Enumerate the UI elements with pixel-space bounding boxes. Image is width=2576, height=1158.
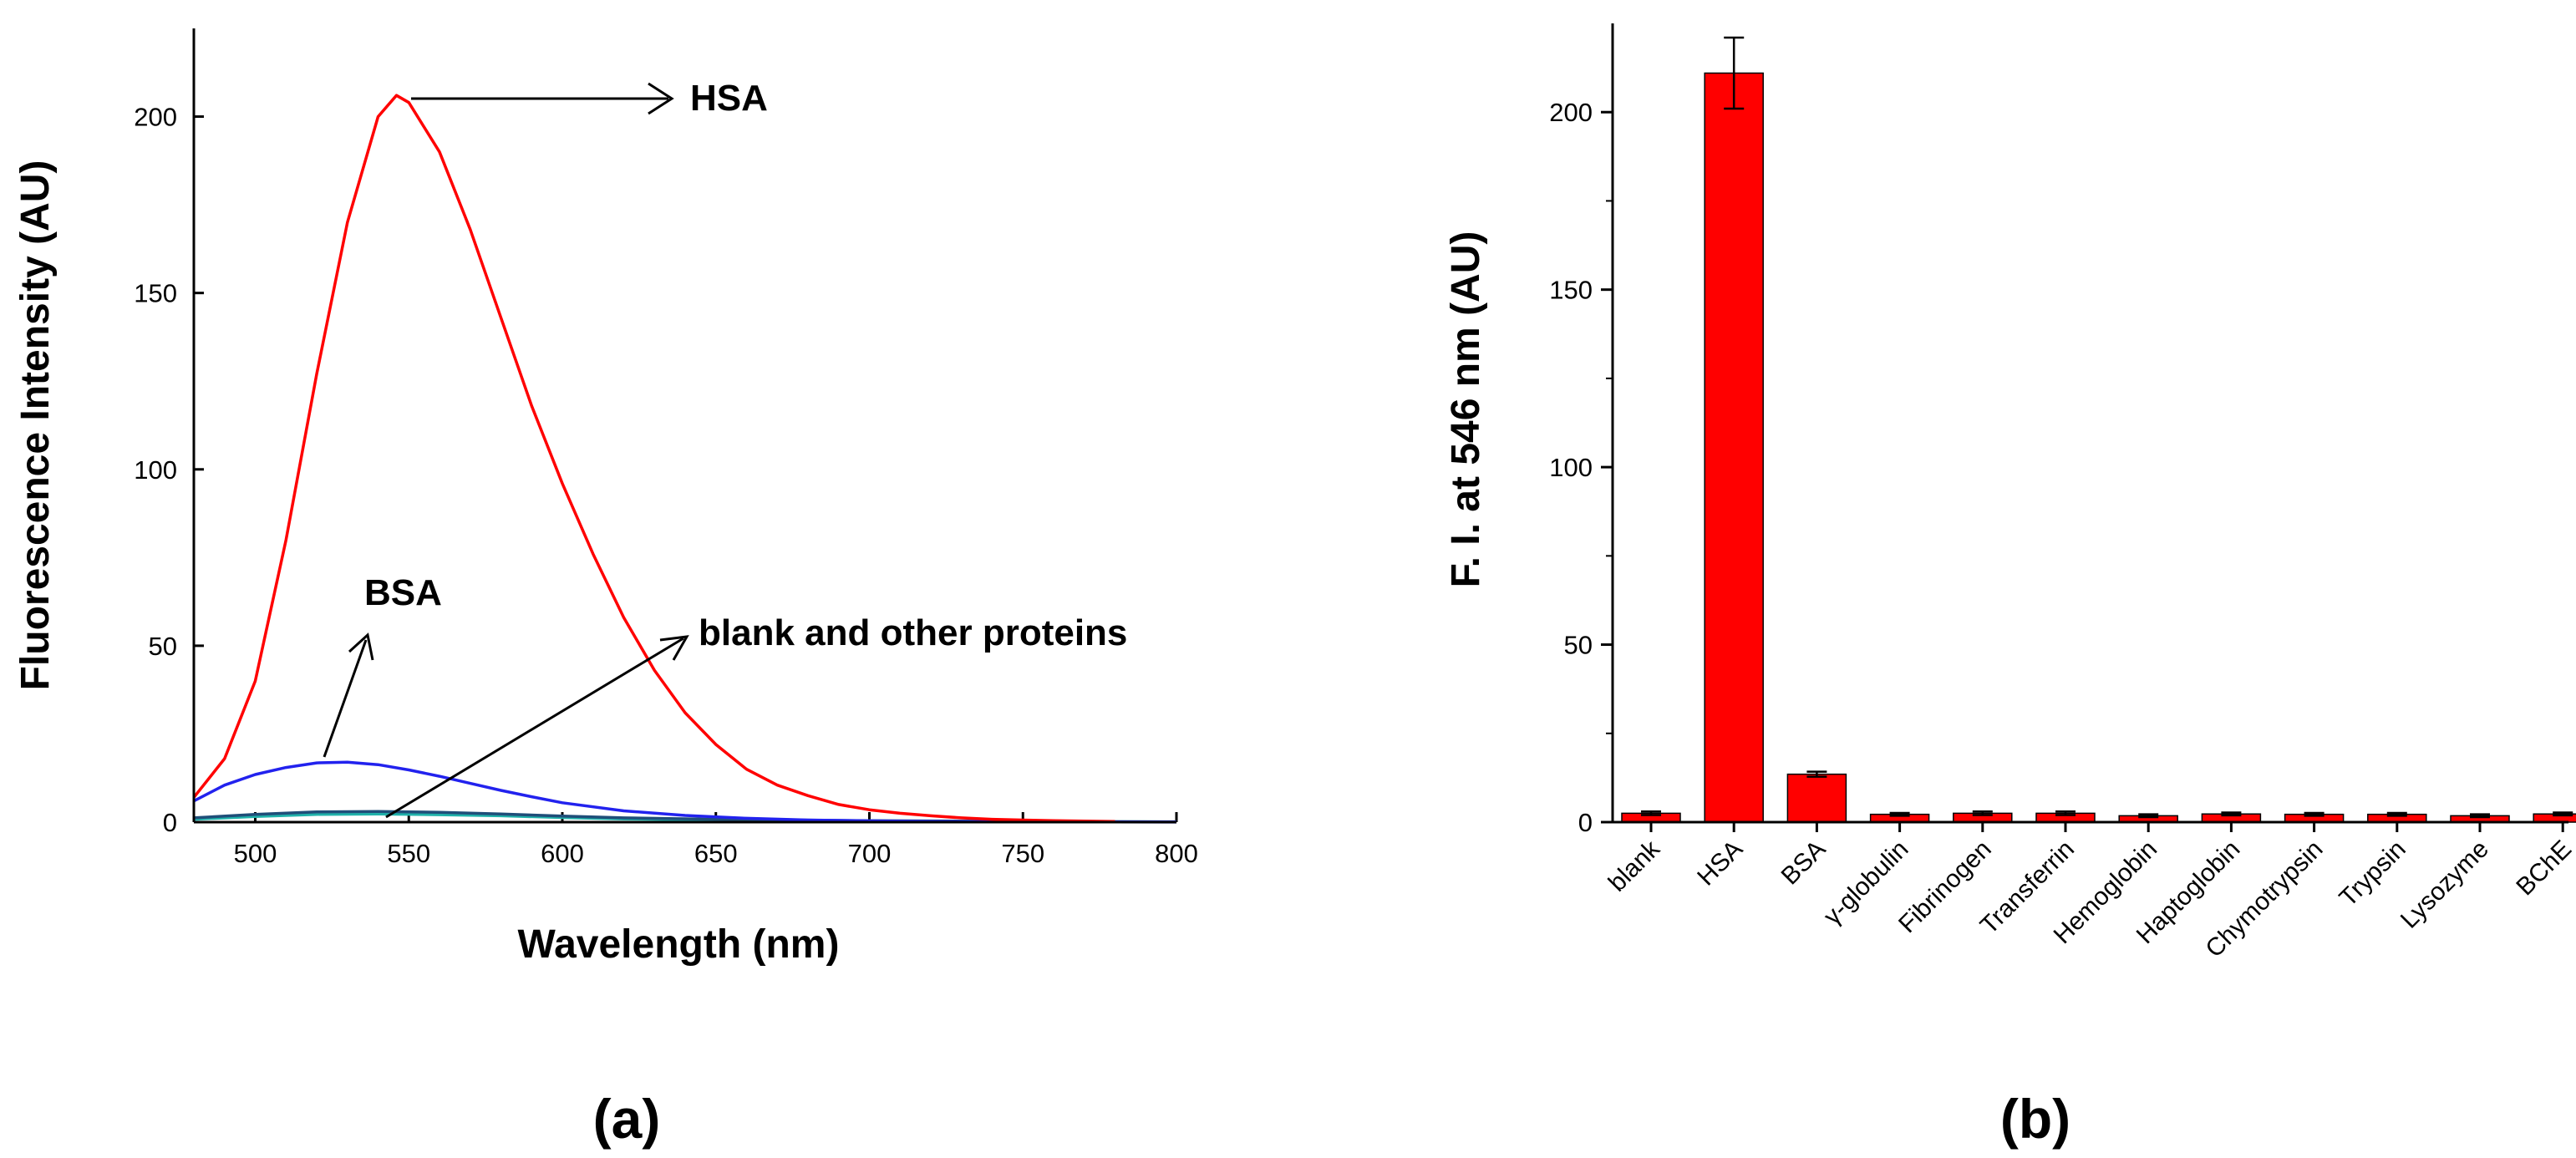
blank-annotation-label: blank and other proteins xyxy=(699,612,1127,653)
panel-b-y-tick-label: 150 xyxy=(1549,276,1593,305)
panel-a-y-tick-label: 50 xyxy=(149,632,177,661)
bar-2 xyxy=(1786,773,1847,823)
panel-b-y-tick-label: 100 xyxy=(1549,453,1593,482)
panel-b-y-tick-label: 0 xyxy=(1578,808,1593,837)
panel-a-x-tick-label: 650 xyxy=(694,839,738,868)
panel-a-x-tick-label: 550 xyxy=(387,839,430,868)
panel-a-annotations xyxy=(323,82,689,819)
category-label: BChE xyxy=(2511,835,2576,902)
panel-a-x-tick-label: 700 xyxy=(848,839,892,868)
panel-a-y-tick-label: 200 xyxy=(134,103,177,132)
panel-a-y-tick-label: 150 xyxy=(134,279,177,308)
hsa-arrowhead xyxy=(648,82,674,115)
panel-b-bars xyxy=(1621,36,2576,823)
category-label: blank xyxy=(1603,835,1666,897)
category-label: BSA xyxy=(1776,835,1832,891)
series-line-hsa xyxy=(192,94,1115,823)
hsa-annotation-label: HSA xyxy=(690,78,768,119)
category-label: Lysozyme xyxy=(2396,835,2494,934)
bsa-arrowhead xyxy=(348,632,374,661)
panel-b-y-axis-title: F. I. at 546 nm (AU) xyxy=(1444,231,1488,588)
panel-a-x-tick-label: 600 xyxy=(541,839,584,868)
blank-arrow xyxy=(385,637,684,819)
panel-a-x-tick-label: 750 xyxy=(1001,839,1044,868)
panel-b-y-tick-label: 200 xyxy=(1549,98,1593,127)
panel-a-ticks: 500 550 600 650 700 750 800 0 50 100 150 200 xyxy=(134,103,1198,868)
bsa-arrow xyxy=(323,639,368,758)
blank-arrowhead xyxy=(659,635,689,661)
panel-a-line-chart: 500 550 600 650 700 750 800 0 50 100 150 200 HSA BS… xyxy=(13,28,1198,1150)
bar-1 xyxy=(1704,72,1764,823)
panel-a-y-tick-label: 0 xyxy=(163,808,177,837)
panel-a-x-tick-label: 500 xyxy=(234,839,277,868)
panel-a-series xyxy=(192,94,1177,824)
panel-b-y-tick-label: 50 xyxy=(1564,631,1593,660)
panel-a-x-tick-label: 800 xyxy=(1155,839,1198,868)
panel-a-y-tick-label: 100 xyxy=(134,455,177,485)
category-label: Trypsin xyxy=(2335,835,2411,912)
panel-b-label: (b) xyxy=(2000,1088,2070,1150)
panel-a-label: (a) xyxy=(593,1088,661,1150)
panel-a-y-axis-title: Fluorescence Intensity (AU) xyxy=(13,160,58,691)
category-label: HSA xyxy=(1692,835,1748,891)
panel-a-x-axis-title: Wavelength (nm) xyxy=(518,922,840,967)
bsa-annotation-label: BSA xyxy=(364,572,442,613)
